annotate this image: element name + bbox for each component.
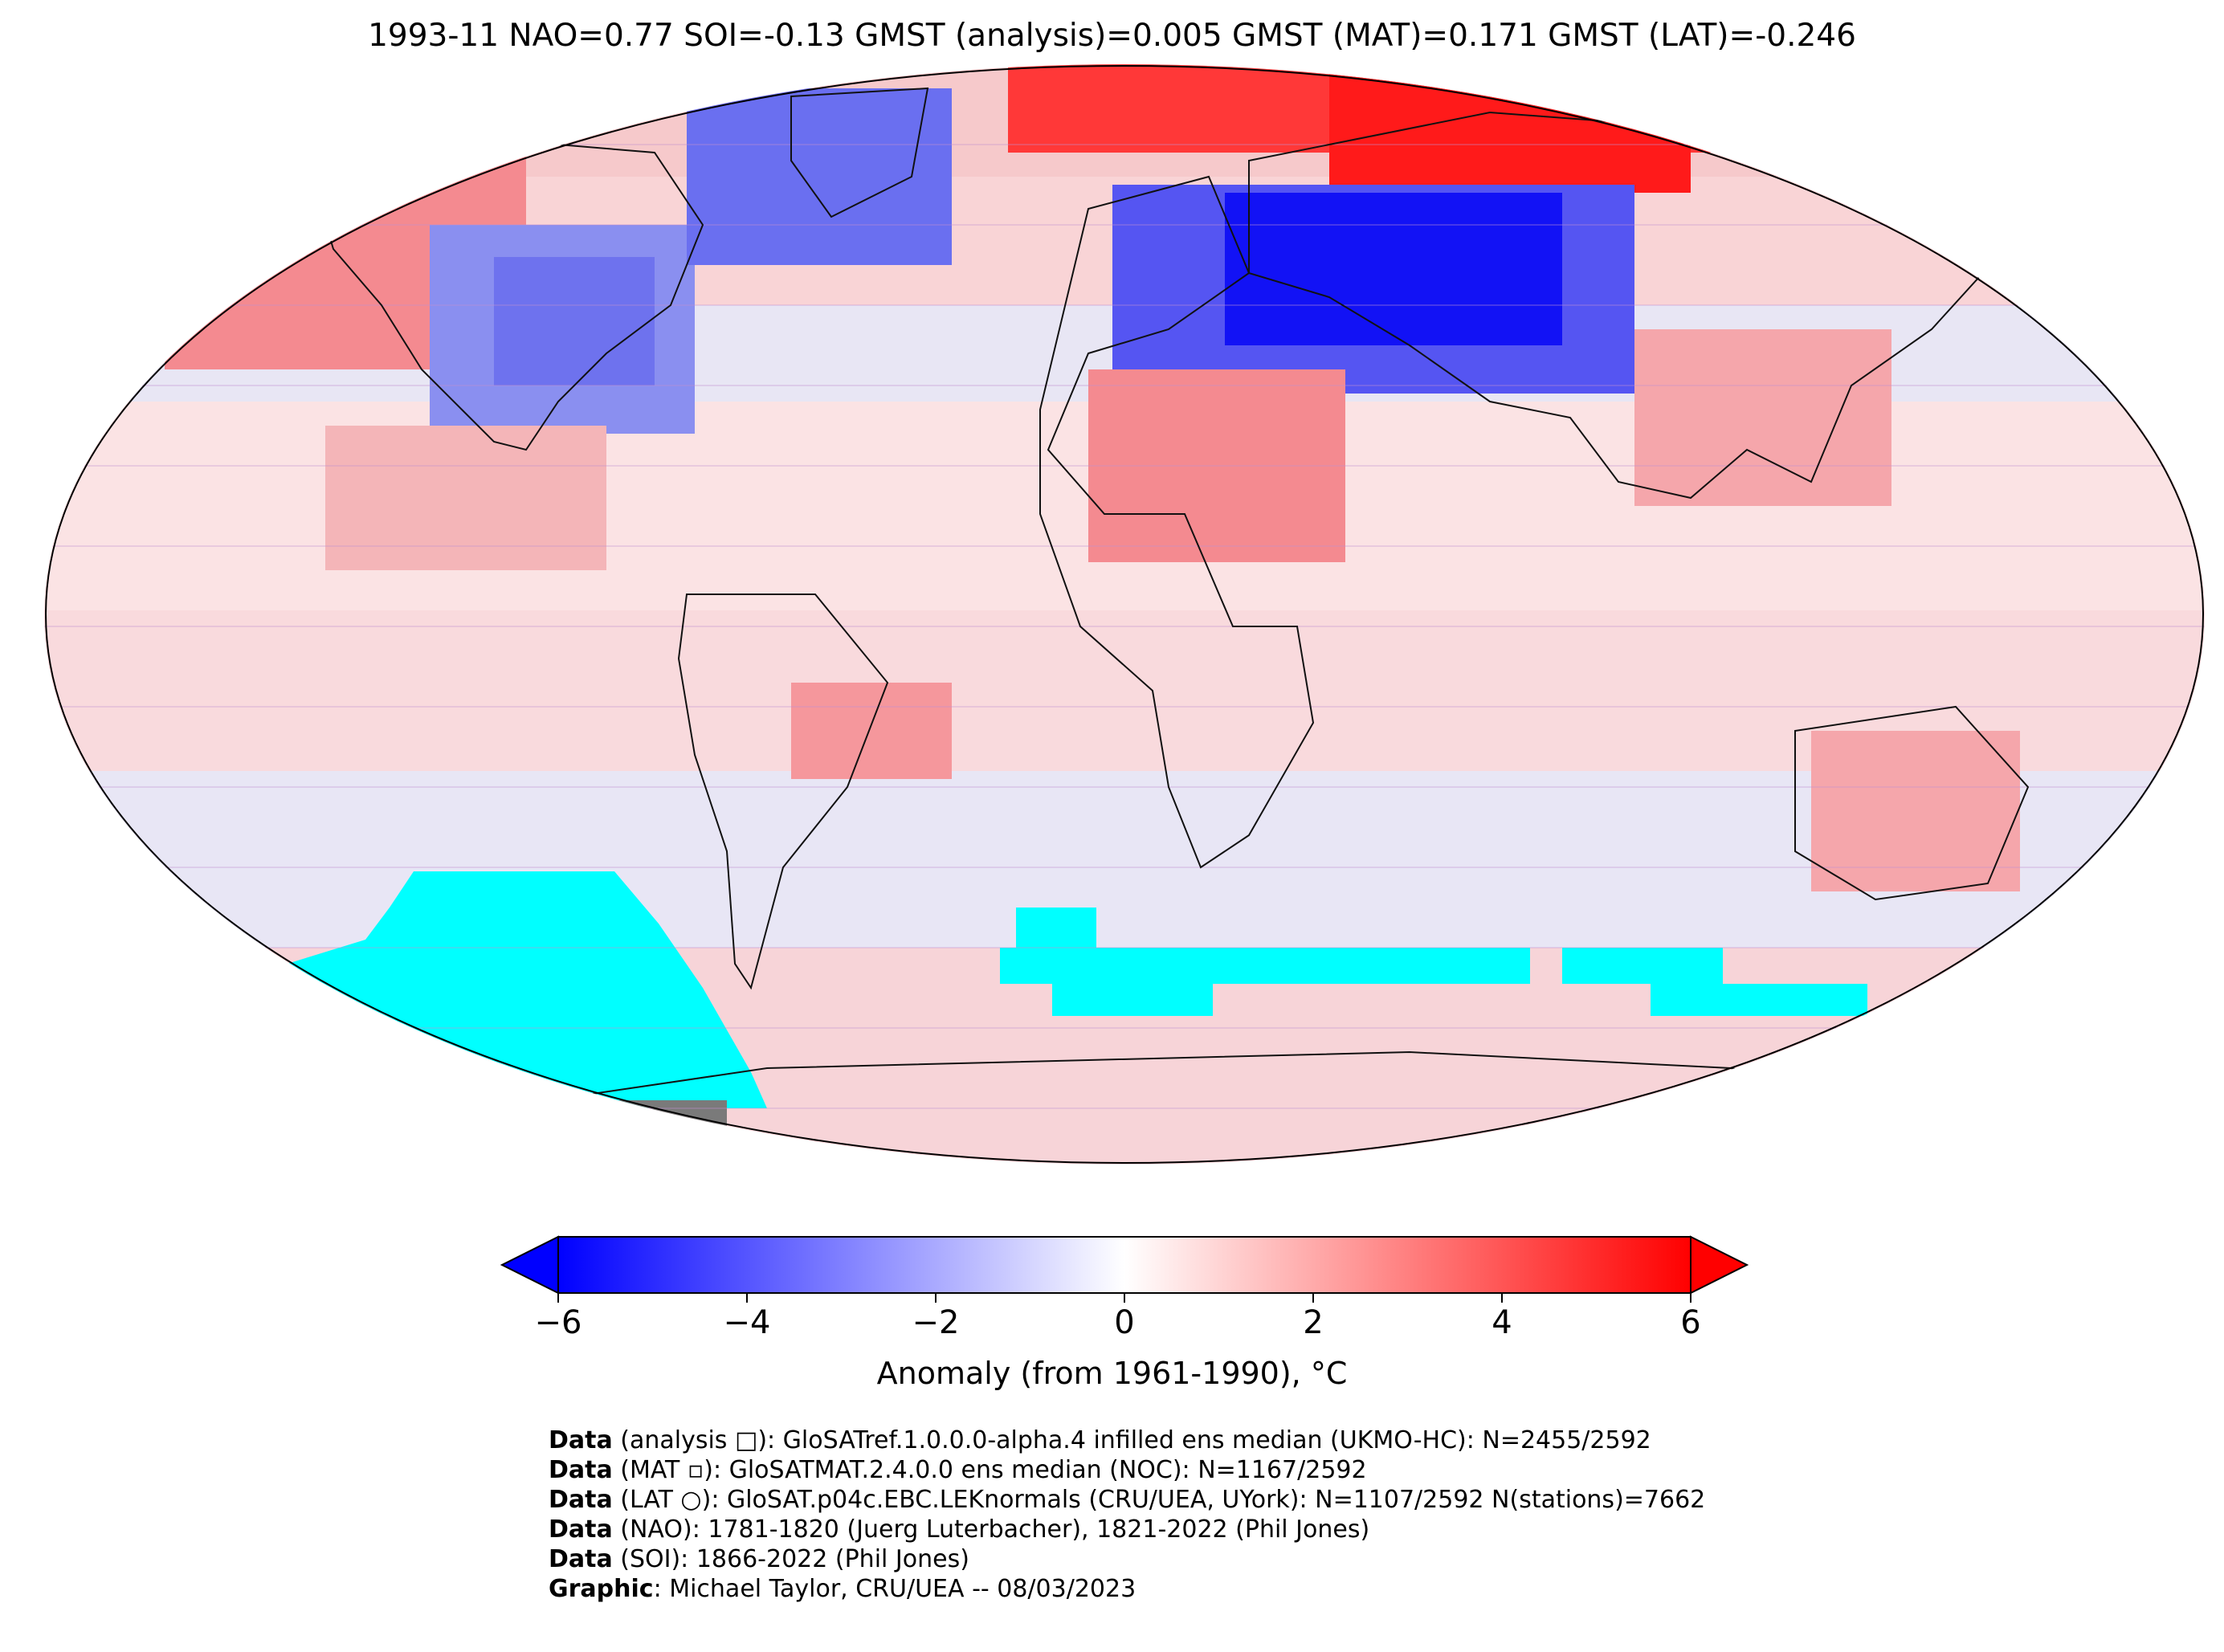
colorbar-max-extension bbox=[1690, 1235, 1749, 1295]
credit-line: Graphic: Michael Taylor, CRU/UEA -- 08/0… bbox=[549, 1574, 1705, 1604]
eurasia-cold-core bbox=[1225, 193, 1562, 345]
credit-key: Data bbox=[549, 1456, 613, 1484]
credit-text: (NAO): 1781-1820 (Juerg Luterbacher), 18… bbox=[612, 1515, 1370, 1544]
colorbar-tick-label: −4 bbox=[724, 1304, 771, 1341]
east-asia-warm-patch bbox=[1634, 329, 1891, 506]
colorbar-label: Anomaly (from 1961-1990), °C bbox=[876, 1356, 1348, 1391]
north-america-outline bbox=[308, 135, 704, 451]
missing-data-atlantic-2 bbox=[1000, 948, 1530, 984]
colorbar-gradient bbox=[557, 1236, 1691, 1294]
credit-key: Data bbox=[549, 1426, 613, 1454]
colorbar-ticks: −6 −4 −2 0 2 4 6 bbox=[535, 1293, 1701, 1341]
colorbar-tick-label: −6 bbox=[535, 1304, 582, 1341]
missing-data-australia-south bbox=[1651, 984, 1867, 1016]
greenland-cold-patch bbox=[687, 88, 952, 265]
credit-line: Data (NAO): 1781-1820 (Juerg Luterbacher… bbox=[549, 1515, 1705, 1544]
credit-text: (SOI): 1866-2022 (Phil Jones) bbox=[612, 1545, 969, 1573]
pacific-warm-patch bbox=[325, 426, 606, 570]
credits-block: Data (analysis □): GloSATref.1.0.0.0-alp… bbox=[549, 1426, 1705, 1604]
siberia-warm-edge bbox=[1329, 64, 1691, 193]
figure-title: 1993-11 NAO=0.77 SOI=-0.13 GMST (analysi… bbox=[368, 18, 1856, 54]
south-america-outline bbox=[677, 593, 889, 990]
credit-key: Data bbox=[549, 1515, 613, 1544]
credit-line: Data (analysis □): GloSATref.1.0.0.0-alp… bbox=[549, 1426, 1705, 1455]
missing-data-indian-2 bbox=[1562, 948, 1723, 984]
colorbar-tick-label: 0 bbox=[1114, 1304, 1134, 1341]
credit-line: Data (LAT ○): GloSAT.p04c.EBC.LEKnormals… bbox=[549, 1485, 1705, 1515]
world-anomaly-map bbox=[44, 64, 2205, 1165]
credit-text: (MAT ▫): GloSATMAT.2.4.0.0 ens median (N… bbox=[612, 1456, 1367, 1484]
australia-outline bbox=[1794, 705, 2030, 901]
credit-line: Data (MAT ▫): GloSATMAT.2.4.0.0 ens medi… bbox=[549, 1455, 1705, 1485]
greenland-outline bbox=[790, 87, 929, 218]
credit-key: Data bbox=[549, 1486, 613, 1514]
credit-key: Graphic bbox=[549, 1575, 654, 1603]
globe-border bbox=[45, 65, 2204, 1164]
missing-data-indian bbox=[1052, 980, 1213, 1016]
colorbar-tick-label: 6 bbox=[1680, 1304, 1700, 1341]
credit-text: (LAT ○): GloSAT.p04c.EBC.LEKnormals (CRU… bbox=[612, 1486, 1706, 1514]
europe-africa-outline bbox=[1039, 175, 1315, 869]
south-america-warm-patch bbox=[791, 683, 952, 779]
colorbar-tick-label: 4 bbox=[1492, 1304, 1512, 1341]
colorbar: −6 −4 −2 0 2 4 6 bbox=[500, 1235, 1749, 1341]
credit-text: (analysis □): GloSATref.1.0.0.0-alpha.4 … bbox=[612, 1426, 1651, 1454]
colorbar-tick-label: 2 bbox=[1303, 1304, 1323, 1341]
north-america-cold-core bbox=[494, 257, 655, 385]
credit-text: : Michael Taylor, CRU/UEA -- 08/03/2023 bbox=[653, 1575, 1136, 1603]
colorbar-tick-label: −2 bbox=[912, 1304, 960, 1341]
australia-warm-patch bbox=[1811, 731, 2020, 891]
credit-key: Data bbox=[549, 1545, 613, 1573]
colorbar-min-extension bbox=[500, 1235, 559, 1295]
credit-line: Data (SOI): 1866-2022 (Phil Jones) bbox=[549, 1544, 1705, 1574]
